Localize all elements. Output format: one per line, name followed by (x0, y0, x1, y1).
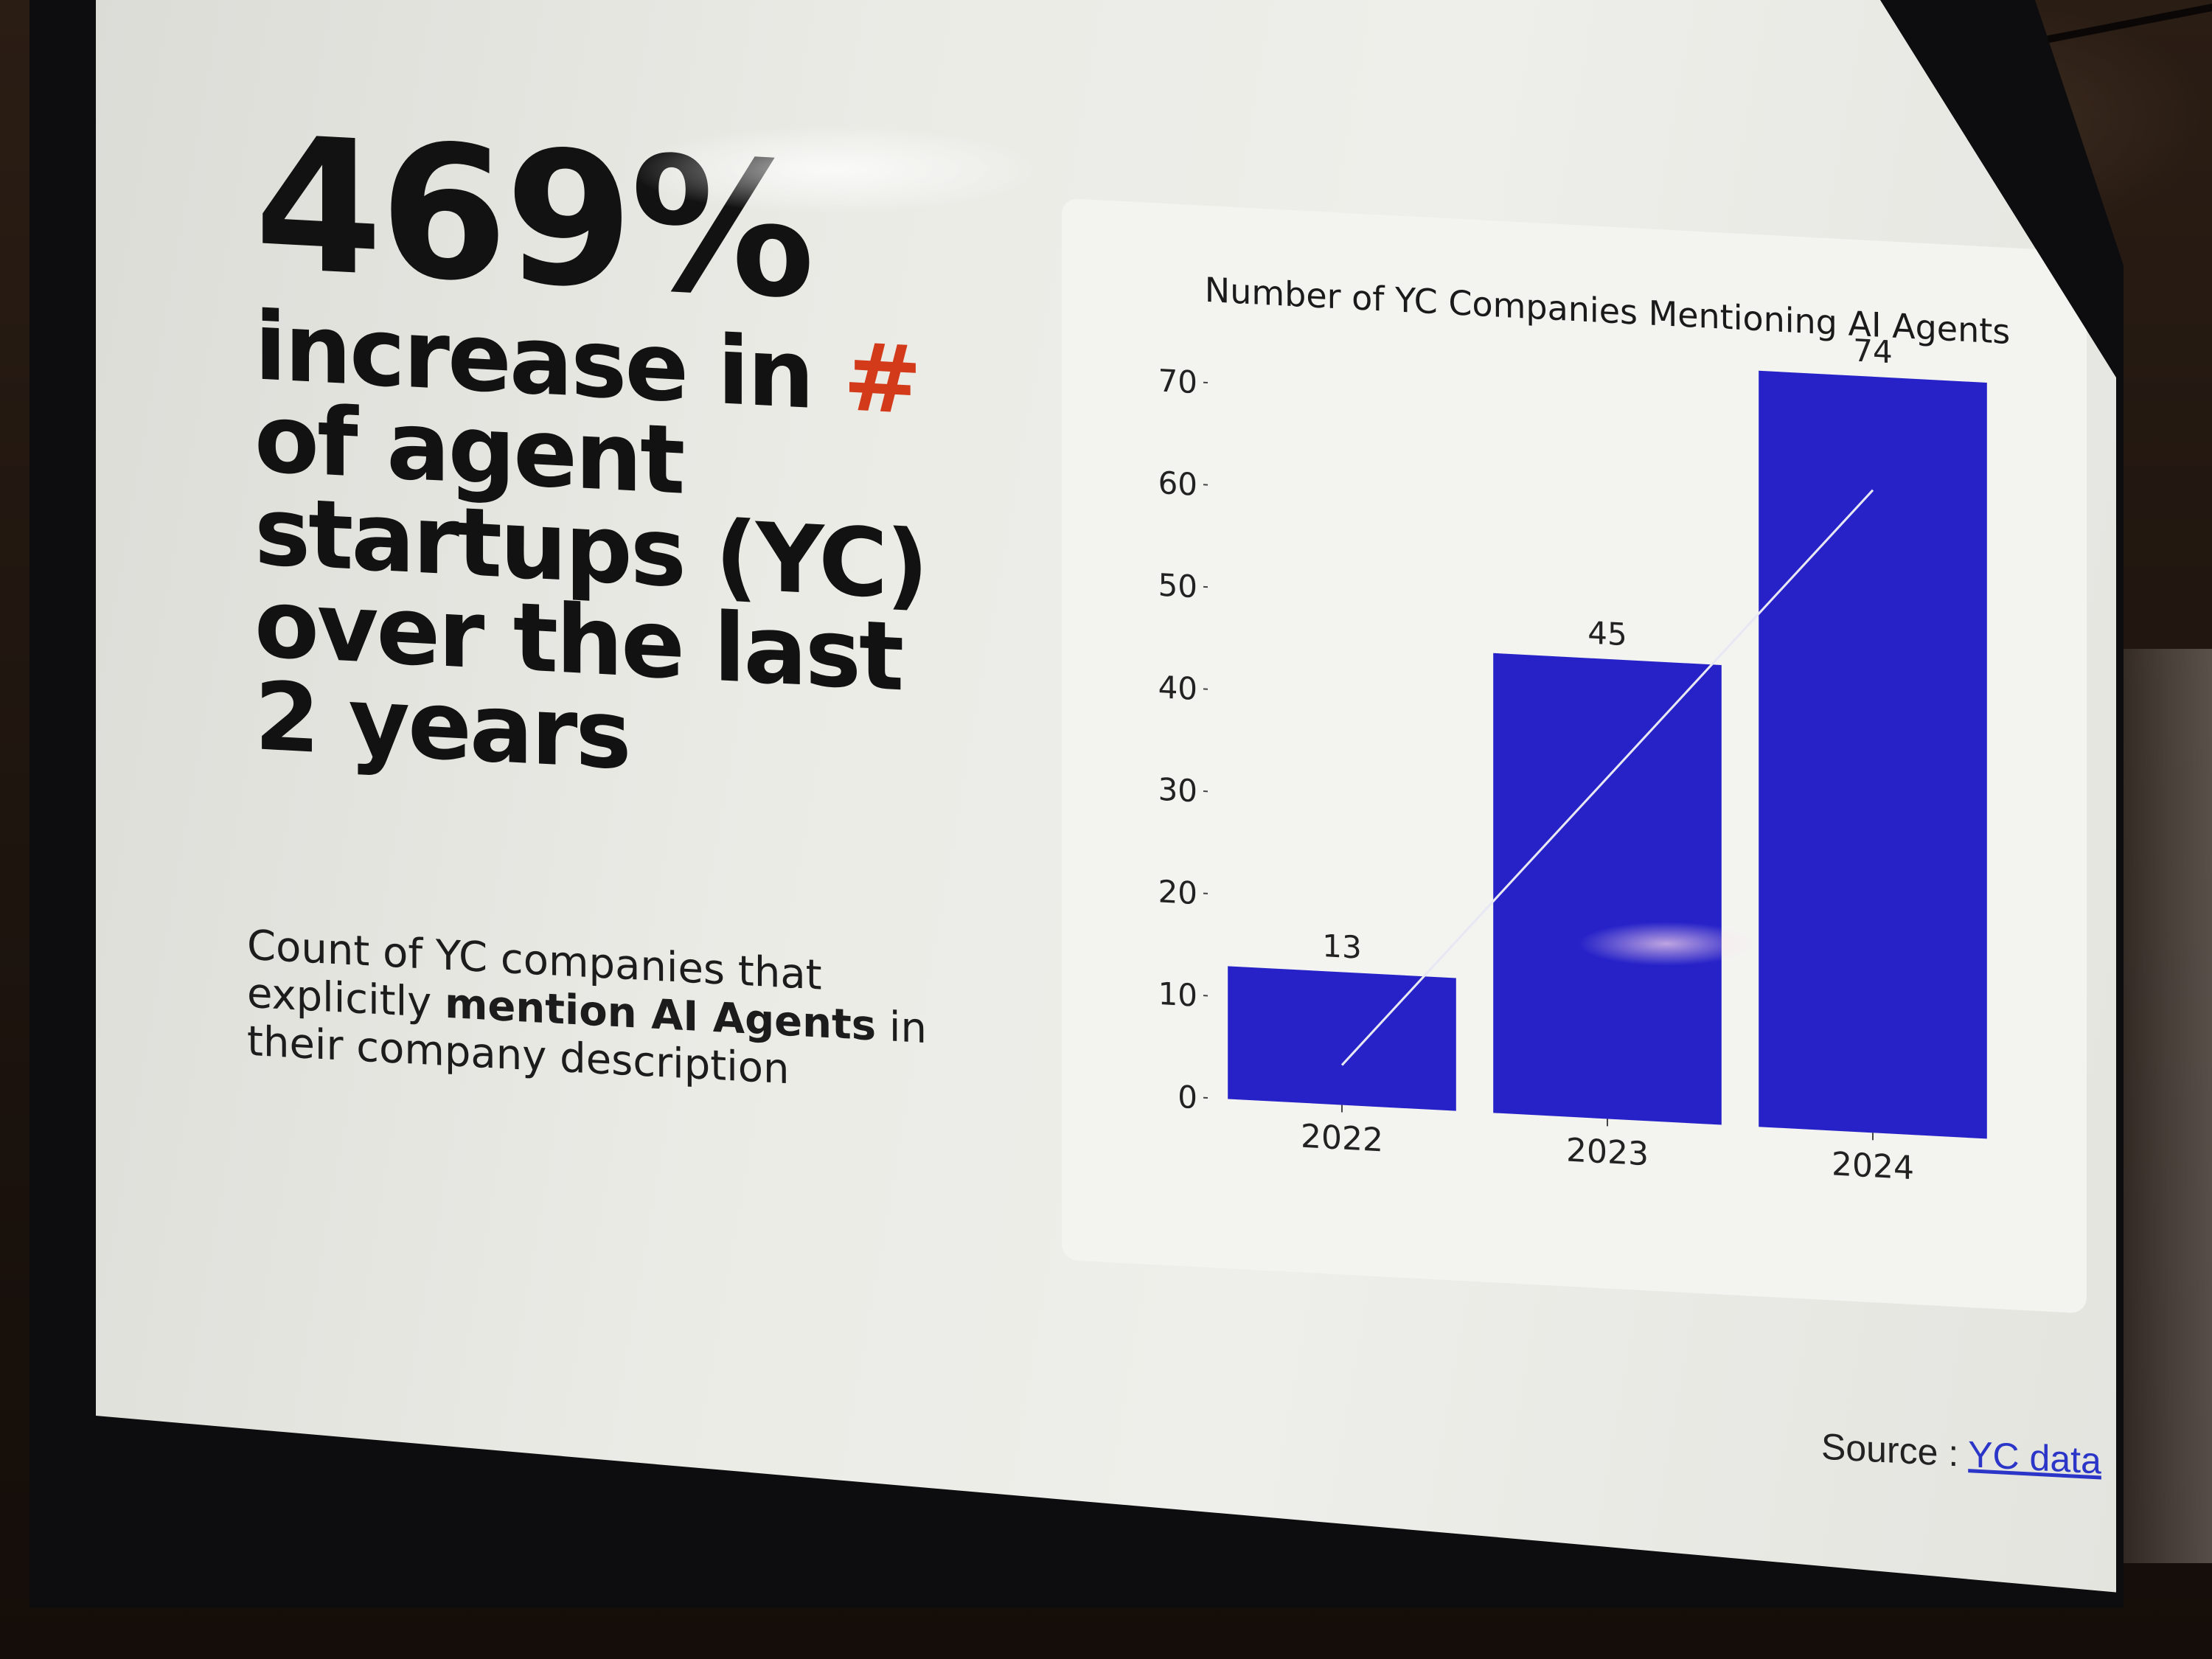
y-tick-label: 40 (1158, 669, 1197, 707)
data-label-2023: 45 (1587, 614, 1627, 653)
y-tick-label: 0 (1178, 1079, 1197, 1116)
trend-line (1340, 489, 1874, 1066)
y-tick-label: 10 (1158, 975, 1197, 1014)
screen-glare-small (1578, 922, 1755, 966)
headline-statement: increase in # of agent startups (YC) ove… (254, 291, 992, 801)
chart-panel: Number of YC Companies Mentioning AI Age… (1062, 198, 2087, 1314)
x-tick-label: 2024 (1832, 1145, 1914, 1187)
x-tick-label: 2022 (1301, 1118, 1383, 1160)
x-tick-label: 2023 (1566, 1132, 1649, 1174)
bar-2024 (1759, 370, 1987, 1139)
bar-2023 (1493, 653, 1722, 1125)
bar-2022 (1228, 966, 1456, 1111)
headline: 469% increase in # of agent startups (YC… (254, 96, 992, 801)
bar-chart: Number of YC Companies Mentioning AI Age… (1158, 270, 2011, 1187)
data-label-2022: 13 (1322, 928, 1361, 966)
source-label: Source : (1821, 1425, 1969, 1475)
statement-suffix: of agent startups (YC) over the last 2 y… (254, 383, 927, 791)
y-tick-label: 70 (1158, 363, 1197, 401)
source-note: Source : YC data (1821, 1425, 2101, 1483)
subtext: Count of YC companies that explicitly me… (247, 922, 984, 1105)
slide: 469% increase in # of agent startups (YC… (96, 0, 2116, 1593)
y-tick-label: 60 (1158, 465, 1197, 503)
statement-hash: # (843, 322, 920, 437)
data-label-2024: 74 (1853, 333, 1892, 371)
source-link[interactable]: YC data (1968, 1433, 2101, 1482)
y-tick-label: 30 (1158, 771, 1197, 810)
screen-glare (627, 125, 1040, 214)
wall-right (2109, 649, 2212, 1563)
y-tick-label: 50 (1158, 567, 1197, 605)
presentation-screen: 469% increase in # of agent startups (YC… (96, 0, 2116, 1593)
y-tick-label: 20 (1158, 873, 1197, 911)
